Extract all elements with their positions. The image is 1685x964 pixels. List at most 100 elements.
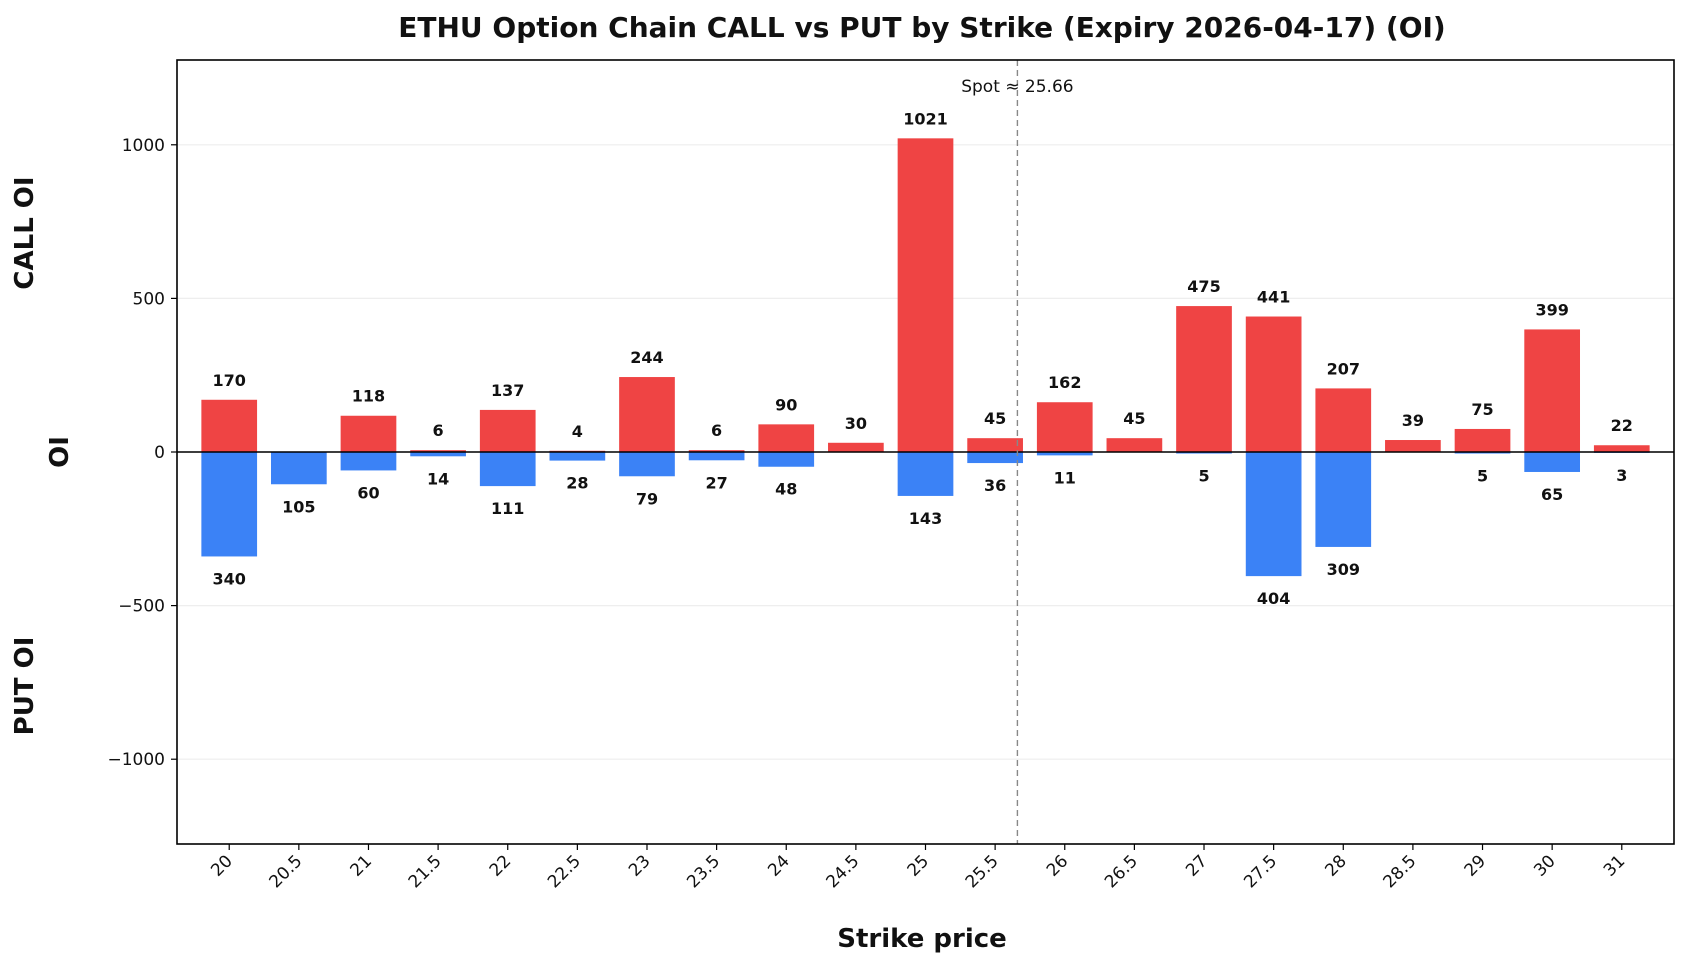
put-bar: [549, 452, 606, 461]
put-bar: [1245, 452, 1302, 577]
call-bar: [340, 415, 397, 452]
x-tick-label: 23: [625, 851, 654, 880]
call-value-label: 244: [630, 348, 663, 367]
call-value-label: 39: [1402, 411, 1424, 430]
call-value-label: 162: [1048, 373, 1081, 392]
y-axis-label-call: CALL OI: [10, 176, 40, 289]
put-value-label: 48: [775, 480, 797, 499]
x-tick-label: 31: [1600, 851, 1629, 880]
x-tick-label: 25.5: [962, 851, 1003, 892]
put-value-label: 11: [1054, 468, 1076, 487]
call-value-label: 22: [1611, 416, 1633, 435]
x-tick-label: 24.5: [822, 851, 863, 892]
call-bar: [1245, 316, 1302, 452]
call-value-label: 1021: [903, 109, 948, 128]
put-bar: [967, 452, 1023, 464]
call-value-label: 6: [711, 421, 722, 440]
put-bar: [758, 452, 815, 467]
call-value-label: 30: [845, 414, 867, 433]
y-tick-label: −500: [118, 597, 165, 617]
put-bar: [340, 452, 397, 471]
plot-area: Spot ≈ 25.661703401051186061413711142824…: [107, 59, 1675, 892]
x-tick-label: 27.5: [1240, 851, 1281, 892]
x-tick-label: 24: [764, 851, 793, 880]
call-bar: [1454, 428, 1511, 452]
call-value-label: 75: [1471, 400, 1493, 419]
put-value-label: 27: [705, 473, 727, 492]
put-value-label: 5: [1477, 467, 1488, 486]
y-tick-label: 500: [133, 289, 165, 309]
x-tick-label: 20: [207, 851, 236, 880]
x-tick-label: 21.5: [405, 851, 446, 892]
put-value-label: 340: [213, 569, 246, 588]
call-bar: [758, 424, 815, 452]
put-value-label: 28: [566, 474, 588, 493]
call-value-label: 207: [1327, 359, 1360, 378]
put-value-label: 79: [636, 489, 658, 508]
spot-label: Spot ≈ 25.66: [961, 77, 1073, 97]
call-value-label: 4: [572, 422, 583, 441]
x-tick-label: 27: [1182, 851, 1211, 880]
call-bar: [688, 450, 745, 452]
call-value-label: 118: [352, 387, 385, 406]
x-tick-label: 26: [1043, 851, 1072, 880]
call-value-label: 399: [1535, 300, 1568, 319]
put-bar: [1036, 452, 1093, 456]
put-value-label: 143: [909, 509, 942, 528]
y-axis-label-put: PUT OI: [10, 637, 40, 736]
put-value-label: 105: [282, 497, 315, 516]
x-tick-label: 28.5: [1380, 851, 1421, 892]
call-bar: [479, 409, 536, 452]
call-value-label: 45: [1123, 409, 1145, 428]
put-bar: [201, 452, 258, 557]
put-bar: [688, 452, 745, 461]
put-value-label: 5: [1198, 467, 1209, 486]
put-bar: [479, 452, 536, 487]
call-value-label: 137: [491, 381, 524, 400]
call-bar: [1176, 306, 1232, 452]
put-bar: [410, 452, 466, 457]
y-tick-label: 0: [154, 443, 165, 463]
put-bar: [1524, 452, 1581, 472]
x-tick-label: 28: [1321, 851, 1350, 880]
call-value-label: 90: [775, 395, 797, 414]
put-bar: [619, 452, 675, 477]
x-tick-label: 23.5: [683, 851, 724, 892]
put-value-label: 404: [1257, 589, 1290, 608]
call-bar: [410, 450, 466, 452]
put-value-label: 36: [984, 476, 1006, 495]
call-bar: [619, 377, 675, 452]
x-tick-label: 22.5: [544, 851, 585, 892]
y-tick-label: 1000: [122, 136, 165, 156]
call-value-label: 6: [433, 421, 444, 440]
call-value-label: 45: [984, 409, 1006, 428]
x-tick-label: 25: [904, 851, 933, 880]
call-bar: [1036, 402, 1093, 452]
put-value-label: 309: [1327, 560, 1360, 579]
x-tick-label: 21: [347, 851, 376, 880]
x-tick-label: 26.5: [1101, 851, 1142, 892]
put-bar: [897, 452, 954, 496]
put-value-label: 111: [491, 499, 524, 518]
put-value-label: 14: [427, 469, 449, 488]
put-value-label: 3: [1616, 466, 1627, 485]
chart-title: ETHU Option Chain CALL vs PUT by Strike …: [398, 11, 1445, 44]
call-bar: [828, 442, 884, 452]
call-bar: [1385, 440, 1441, 452]
call-value-label: 441: [1257, 288, 1290, 307]
call-bar: [1106, 438, 1163, 452]
call-bar: [897, 138, 954, 452]
call-bar: [1524, 329, 1581, 452]
call-bar: [967, 438, 1023, 452]
y-tick-label: −1000: [107, 750, 165, 770]
put-value-label: 65: [1541, 485, 1563, 504]
x-tick-label: 30: [1530, 851, 1559, 880]
x-axis-label: Strike price: [837, 924, 1007, 954]
call-value-label: 475: [1187, 277, 1220, 296]
x-tick-label: 29: [1461, 851, 1490, 880]
call-bar: [1593, 445, 1650, 452]
call-bar: [201, 399, 258, 452]
x-tick-label: 22: [486, 851, 515, 880]
